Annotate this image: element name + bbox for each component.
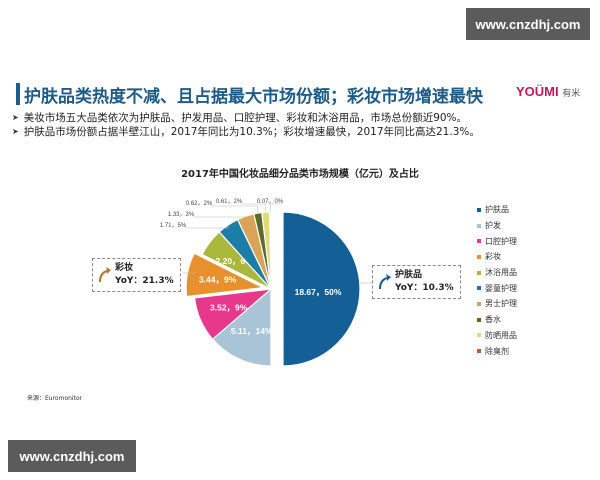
callout-makeup-name: 彩妆 bbox=[115, 263, 134, 273]
legend-item: 婴童护理 bbox=[477, 280, 517, 296]
slice-data-label: 5.11，14% bbox=[231, 326, 273, 336]
chart-title: 2017年中国化妆品细分品类市场规模（亿元）及占比 bbox=[181, 169, 419, 180]
slice-data-label: 1.71，5% bbox=[160, 223, 187, 229]
bullet-text: 美妆市场五大品类依次为护肤品、护发用品、口腔护理、彩妆和沐浴用品，市场总份额近9… bbox=[23, 112, 468, 124]
growth-arrow-icon bbox=[379, 274, 391, 289]
pie-slice-9 bbox=[269, 211, 272, 290]
leader-line bbox=[241, 203, 267, 213]
legend-swatch bbox=[477, 270, 481, 275]
pie-slice-1 bbox=[211, 287, 272, 367]
slice-data-label: 3.52，9% bbox=[210, 303, 248, 313]
legend-swatch bbox=[477, 301, 481, 306]
legend-item: 彩妆 bbox=[477, 249, 517, 265]
leader-line bbox=[211, 205, 259, 214]
legend-label: 口腔护理 bbox=[485, 236, 517, 246]
legend-label: 香水 bbox=[485, 315, 501, 325]
legend-label: 护发 bbox=[485, 221, 501, 231]
page-title: 护肤品类热度不减、且占据最大市场份额；彩妆市场增速最快 bbox=[24, 87, 483, 107]
legend-label: 沐浴用品 bbox=[485, 268, 517, 278]
legend-item: 香水 bbox=[477, 312, 517, 328]
pie-slice-0 bbox=[282, 211, 361, 367]
logo-brand-text: YOÜMI bbox=[516, 84, 559, 99]
slice-data-label: 1.33，3% bbox=[168, 212, 195, 218]
legend-item: 除臭剂 bbox=[477, 343, 517, 359]
legend-swatch bbox=[477, 286, 481, 291]
source-note: 来源：Euromonitor bbox=[27, 395, 83, 402]
legend-item: 防晒用品 bbox=[477, 328, 517, 344]
leader-line bbox=[193, 216, 246, 218]
bullet-text: 护肤品市场份额占据半壁江山，2017年同比为10.3%；彩妆增速最快，2017年… bbox=[23, 126, 480, 138]
bullet-item: ➤ 护肤品市场份额占据半壁江山，2017年同比为10.3%；彩妆增速最快，201… bbox=[12, 125, 480, 139]
legend-label: 除臭剂 bbox=[485, 346, 509, 356]
legend-swatch bbox=[477, 239, 481, 244]
legend-label: 婴童护理 bbox=[485, 283, 517, 293]
legend-label: 男士护理 bbox=[485, 299, 517, 309]
callout-skincare-yoy: YoY：10.3% bbox=[395, 283, 454, 293]
pie-slice-2 bbox=[193, 288, 273, 341]
legend-swatch bbox=[477, 333, 481, 338]
bullet-arrow-icon: ➤ bbox=[12, 113, 19, 122]
slice-data-label: 18.67，50% bbox=[295, 287, 342, 297]
callout-makeup: 彩妆 YoY：21.3% bbox=[92, 258, 181, 292]
legend-label: 彩妆 bbox=[485, 252, 501, 262]
callout-makeup-yoy: YoY：21.3% bbox=[115, 276, 174, 286]
slice-data-label: 2.20，6% bbox=[216, 256, 254, 266]
bullet-list: ➤ 美妆市场五大品类依次为护肤品、护发用品、口腔护理、彩妆和沐浴用品，市场总份额… bbox=[12, 111, 480, 139]
leader-line bbox=[185, 225, 229, 229]
legend-swatch bbox=[477, 254, 481, 259]
watermark-top: www.cnzdhj.com bbox=[466, 8, 590, 40]
logo-cn-text: 有米 bbox=[562, 88, 581, 98]
legend-swatch bbox=[477, 207, 481, 212]
title-accent-bar bbox=[16, 83, 20, 105]
slice-data-label: 0.61，2% bbox=[216, 199, 243, 205]
legend-label: 防晒用品 bbox=[485, 330, 517, 340]
watermark-bottom: www.cnzdhj.com bbox=[8, 440, 136, 472]
legend-swatch bbox=[477, 349, 481, 354]
legend-item: 沐浴用品 bbox=[477, 265, 517, 281]
bullet-arrow-icon: ➤ bbox=[12, 127, 19, 136]
slice-data-label: 0.62，2% bbox=[186, 201, 213, 207]
brand-logo: YOÜMI 有米 bbox=[516, 84, 580, 99]
pie-slice-3 bbox=[185, 252, 266, 298]
growth-arrow-icon bbox=[99, 267, 111, 282]
slice-data-label: 3.44，9% bbox=[199, 275, 237, 285]
legend-label: 护肤品 bbox=[485, 205, 509, 215]
legend-swatch bbox=[477, 223, 481, 228]
legend-item: 护肤品 bbox=[477, 202, 517, 218]
callout-skincare: 护肤品 YoY：10.3% bbox=[372, 265, 461, 299]
bullet-item: ➤ 美妆市场五大品类依次为护肤品、护发用品、口腔护理、彩妆和沐浴用品，市场总份额… bbox=[12, 111, 480, 125]
legend-item: 护发 bbox=[477, 218, 517, 234]
legend-item: 口腔护理 bbox=[477, 233, 517, 249]
chart-legend: 护肤品护发口腔护理彩妆沐浴用品婴童护理男士护理香水防晒用品除臭剂 bbox=[477, 202, 517, 359]
legend-item: 男士护理 bbox=[477, 296, 517, 312]
legend-swatch bbox=[477, 317, 481, 322]
slice-data-label: 0.07，0% bbox=[257, 199, 284, 205]
leader-line bbox=[269, 203, 282, 213]
callout-skincare-name: 护肤品 bbox=[395, 270, 423, 280]
